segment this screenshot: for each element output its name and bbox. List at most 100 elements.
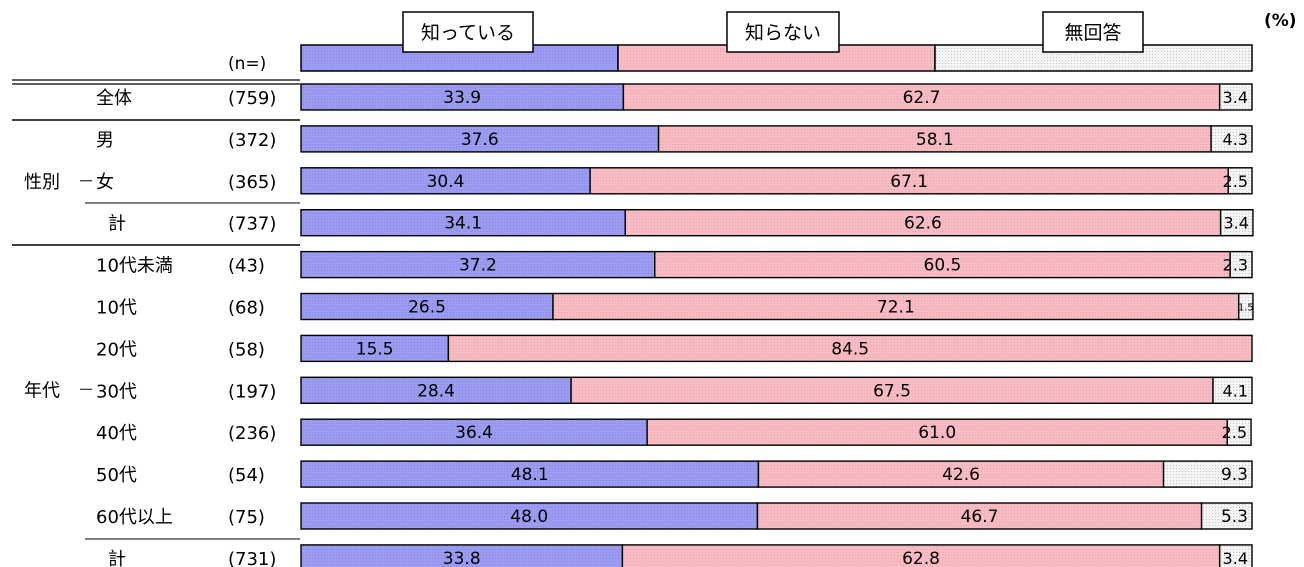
bar-segment-3 <box>1226 418 1252 446</box>
data-label-2: 84.5 <box>831 339 869 359</box>
bar-segment-3 <box>1219 208 1254 237</box>
n-label: (365) <box>228 172 276 193</box>
legend-label-1: 知っている <box>421 22 515 44</box>
bar-segment-3 <box>1237 292 1254 321</box>
data-label-3: 2.3 <box>1223 256 1248 275</box>
category-label: 10代未満 <box>96 256 173 277</box>
category-label: 60代以上 <box>96 507 173 528</box>
bar-segment-3 <box>1212 376 1253 404</box>
category-label: 20代 <box>96 339 137 360</box>
category-label: 50代 <box>96 465 137 486</box>
bar-segment-3 <box>1229 250 1253 279</box>
bar-segment-1 <box>300 208 626 237</box>
data-label-1: 28.4 <box>417 381 455 401</box>
bar-segment-2 <box>589 167 1229 195</box>
data-label-3: 9.3 <box>1221 465 1248 485</box>
data-label-2: 72.1 <box>877 298 915 318</box>
bar-segment-3 <box>1200 502 1253 530</box>
data-label-1: 34.1 <box>444 214 482 234</box>
data-label-2: 67.5 <box>873 381 911 401</box>
bar-segment-2 <box>624 208 1222 237</box>
bar-row: 30代 (197) 28.4 67.5 4.1 <box>96 376 1253 404</box>
bar-row: 10代 (68) 26.5 72.1 1.5 <box>96 292 1254 321</box>
bar-row: 20代 (58) 15.5 84.5 <box>96 334 1253 363</box>
category-label: 男 <box>96 130 114 151</box>
n-label: (43) <box>228 256 265 277</box>
bar-row: 60代以上 (75) 48.0 46.7 5.3 <box>96 502 1253 530</box>
category-label: 女 <box>96 172 114 193</box>
data-label-2: 62.8 <box>902 549 940 567</box>
bar-segment-3 <box>1210 125 1253 153</box>
bar-segment-3 <box>1227 167 1253 195</box>
legend-label-box-1 <box>402 11 534 53</box>
bar-segment-1 <box>300 250 656 279</box>
data-label-3: 4.1 <box>1223 381 1248 400</box>
legend-label-box-3 <box>1042 11 1144 53</box>
n-label: (54) <box>228 465 265 486</box>
bar-segment-1 <box>300 376 572 404</box>
data-label-1: 26.5 <box>408 298 446 318</box>
group-label: 年代 <box>24 380 60 401</box>
data-label-3: 2.5 <box>1222 423 1247 442</box>
data-label-1: 15.5 <box>356 339 394 359</box>
n-label: (372) <box>228 130 276 151</box>
category-label: 10代 <box>96 298 137 319</box>
data-label-2: 46.7 <box>961 507 999 527</box>
n-label: (75) <box>228 507 265 528</box>
group-label: 性別 <box>24 172 60 193</box>
data-label-3: 1.5 <box>1238 303 1254 314</box>
n-label: (197) <box>228 381 276 402</box>
unit-label: (%) <box>1264 11 1297 31</box>
bar-row: 10代未満 (43) 37.2 60.5 2.3 <box>96 250 1253 279</box>
data-label-2: 60.5 <box>924 256 962 276</box>
data-label-1: 37.2 <box>459 256 497 276</box>
data-label-3: 3.4 <box>1223 88 1248 107</box>
bar-segment-1 <box>300 167 591 195</box>
bar-row: 50代 (54) 48.1 42.6 9.3 <box>96 460 1253 488</box>
category-label: 全体 <box>96 88 132 109</box>
data-label-3: 2.5 <box>1223 172 1248 191</box>
row-separators <box>12 79 300 540</box>
legend-label-3: 無回答 <box>1064 22 1121 44</box>
bar-segment-1 <box>300 83 625 111</box>
data-label-3: 3.4 <box>1223 549 1248 567</box>
n-label: (731) <box>228 549 276 567</box>
n-label: (58) <box>228 339 265 360</box>
bar-segment-1 <box>300 292 554 321</box>
data-label-1: 33.8 <box>443 549 481 567</box>
bar-row: 全体 (759) 33.9 62.7 3.4 <box>96 83 1253 111</box>
data-label-3: 5.3 <box>1221 507 1248 527</box>
data-label-2: 58.1 <box>916 130 954 150</box>
bar-row: 計 (731) 33.8 62.8 3.4 <box>108 544 1253 567</box>
data-label-2: 62.7 <box>903 88 941 108</box>
bar-row: 男 (372) 37.6 58.1 4.3 <box>96 125 1253 153</box>
legend-label-2: 知らない <box>745 22 821 44</box>
bar-segment-1 <box>300 125 660 153</box>
data-label-2: 67.1 <box>890 172 928 192</box>
bar-segment-1 <box>300 418 648 446</box>
bar-segment-2 <box>447 334 1253 363</box>
bar-segment-3 <box>1218 83 1253 111</box>
bar-segment-2 <box>756 502 1203 530</box>
data-label-2: 61.0 <box>918 423 956 443</box>
data-label-1: 36.4 <box>455 423 493 443</box>
bar-row: 女 (365) 30.4 67.1 2.5 <box>96 167 1253 195</box>
data-label-3: 4.3 <box>1223 130 1248 149</box>
category-label: 30代 <box>96 381 137 402</box>
bar-segment-3 <box>1162 460 1253 488</box>
data-label-1: 30.4 <box>427 172 465 192</box>
data-label-3: 3.4 <box>1223 214 1248 233</box>
data-label-1: 37.6 <box>461 130 499 150</box>
chart-rows: 全体 (759) 33.9 62.7 3.4 男 (372) 37.6 58.1 4.3 女 (365… <box>24 83 1254 567</box>
legend-bar: 知っている 知らない 無回答 <box>300 11 1253 72</box>
n-label: (737) <box>228 214 276 235</box>
data-label-1: 48.1 <box>511 465 549 485</box>
bar-segment-2 <box>657 125 1212 153</box>
data-label-2: 42.6 <box>942 465 980 485</box>
bar-row: 計 (737) 34.1 62.6 3.4 <box>108 208 1254 237</box>
bar-row: 40代 (236) 36.4 61.0 2.5 <box>96 418 1252 446</box>
bar-segment-1 <box>300 502 759 530</box>
legend-label-box-2 <box>726 11 840 53</box>
bar-segment-2 <box>622 83 1221 111</box>
